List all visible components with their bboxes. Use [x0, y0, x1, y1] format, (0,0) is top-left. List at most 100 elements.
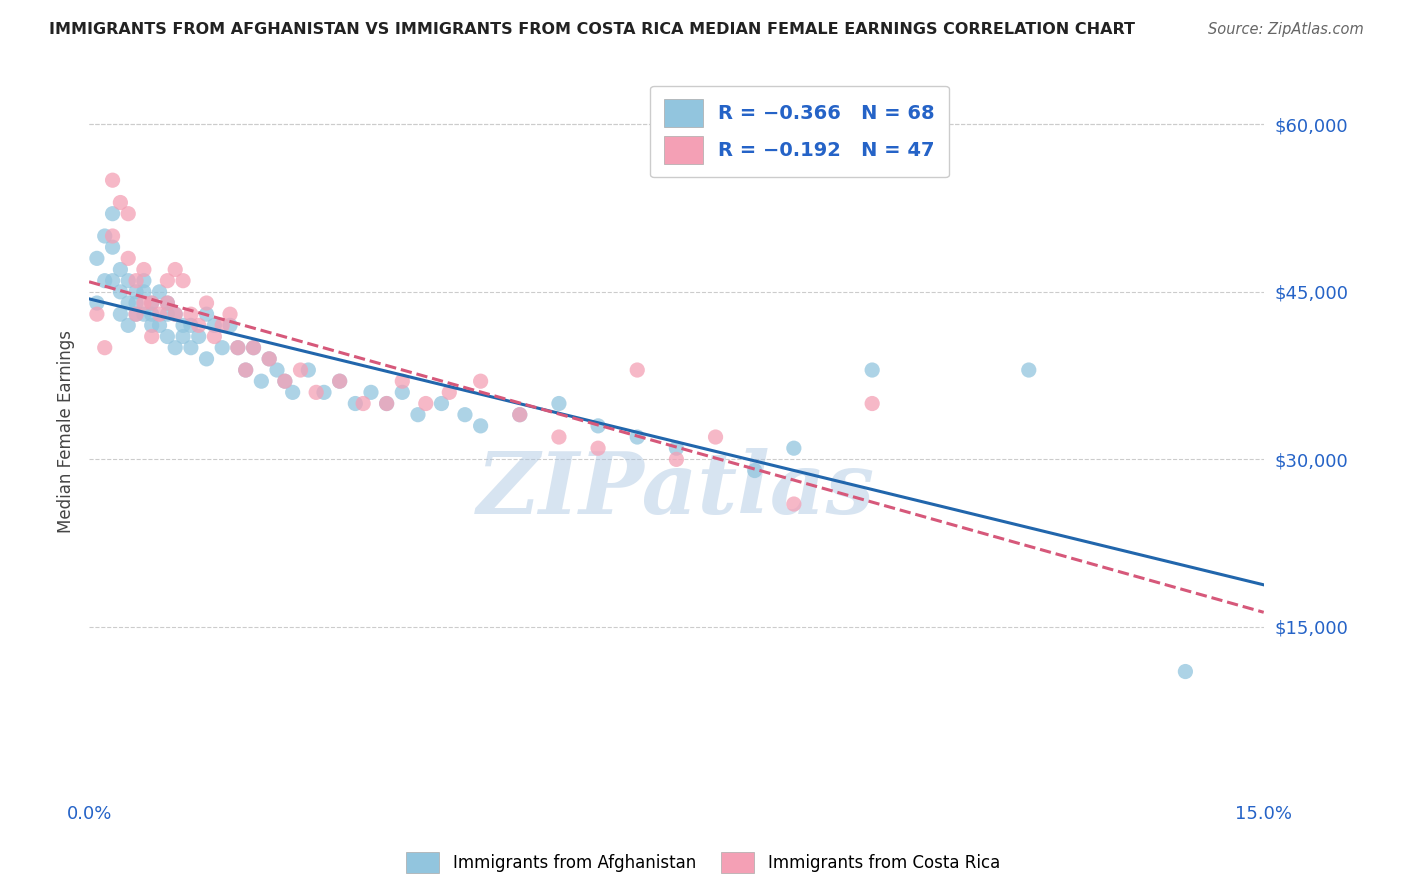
- Point: [439, 385, 461, 400]
- Point: [180, 307, 202, 321]
- Point: [548, 430, 571, 444]
- Point: [117, 252, 139, 266]
- Point: [101, 240, 124, 254]
- Point: [860, 396, 883, 410]
- Point: [165, 341, 187, 355]
- Point: [187, 329, 209, 343]
- Point: [226, 341, 249, 355]
- Point: [132, 296, 155, 310]
- Point: [290, 363, 312, 377]
- Point: [274, 374, 297, 388]
- Point: [665, 441, 688, 455]
- Point: [375, 396, 398, 410]
- Point: [165, 307, 187, 321]
- Point: [242, 341, 264, 355]
- Point: [101, 173, 124, 187]
- Point: [141, 296, 163, 310]
- Point: [86, 307, 108, 321]
- Point: [274, 374, 297, 388]
- Point: [211, 341, 233, 355]
- Point: [352, 396, 374, 410]
- Point: [266, 363, 288, 377]
- Point: [110, 262, 132, 277]
- Point: [117, 207, 139, 221]
- Point: [101, 229, 124, 244]
- Point: [180, 318, 202, 333]
- Point: [93, 229, 115, 244]
- Point: [117, 274, 139, 288]
- Point: [132, 274, 155, 288]
- Point: [783, 497, 806, 511]
- Point: [430, 396, 453, 410]
- Text: ZIPatlas: ZIPatlas: [477, 448, 876, 532]
- Point: [391, 385, 413, 400]
- Point: [110, 195, 132, 210]
- Point: [257, 351, 280, 366]
- Point: [548, 396, 571, 410]
- Point: [509, 408, 531, 422]
- Point: [665, 452, 688, 467]
- Point: [235, 363, 257, 377]
- Point: [195, 296, 218, 310]
- Point: [626, 430, 648, 444]
- Point: [257, 351, 280, 366]
- Point: [312, 385, 335, 400]
- Point: [195, 351, 218, 366]
- Point: [148, 318, 170, 333]
- Point: [93, 341, 115, 355]
- Point: [470, 374, 492, 388]
- Point: [329, 374, 352, 388]
- Point: [101, 274, 124, 288]
- Point: [172, 274, 194, 288]
- Point: [509, 408, 531, 422]
- Point: [125, 285, 148, 299]
- Point: [187, 318, 209, 333]
- Point: [93, 274, 115, 288]
- Point: [242, 341, 264, 355]
- Point: [86, 252, 108, 266]
- Point: [211, 318, 233, 333]
- Point: [125, 307, 148, 321]
- Point: [406, 408, 429, 422]
- Point: [180, 341, 202, 355]
- Point: [235, 363, 257, 377]
- Point: [141, 296, 163, 310]
- Point: [219, 307, 242, 321]
- Point: [125, 274, 148, 288]
- Point: [626, 363, 648, 377]
- Point: [172, 329, 194, 343]
- Point: [132, 262, 155, 277]
- Point: [132, 307, 155, 321]
- Point: [470, 418, 492, 433]
- Point: [165, 262, 187, 277]
- Point: [110, 307, 132, 321]
- Text: IMMIGRANTS FROM AFGHANISTAN VS IMMIGRANTS FROM COSTA RICA MEDIAN FEMALE EARNINGS: IMMIGRANTS FROM AFGHANISTAN VS IMMIGRANT…: [49, 22, 1135, 37]
- Point: [297, 363, 319, 377]
- Point: [125, 307, 148, 321]
- Point: [86, 296, 108, 310]
- Point: [586, 418, 609, 433]
- Point: [101, 207, 124, 221]
- Point: [586, 441, 609, 455]
- Point: [305, 385, 328, 400]
- Point: [391, 374, 413, 388]
- Y-axis label: Median Female Earnings: Median Female Earnings: [58, 330, 75, 533]
- Point: [195, 307, 218, 321]
- Text: Source: ZipAtlas.com: Source: ZipAtlas.com: [1208, 22, 1364, 37]
- Point: [202, 329, 225, 343]
- Point: [219, 318, 242, 333]
- Point: [141, 318, 163, 333]
- Legend: R = −0.366   N = 68, R = −0.192   N = 47: R = −0.366 N = 68, R = −0.192 N = 47: [651, 86, 949, 178]
- Point: [148, 307, 170, 321]
- Point: [172, 318, 194, 333]
- Point: [415, 396, 437, 410]
- Point: [1018, 363, 1040, 377]
- Point: [148, 285, 170, 299]
- Legend: Immigrants from Afghanistan, Immigrants from Costa Rica: Immigrants from Afghanistan, Immigrants …: [399, 846, 1007, 880]
- Point: [156, 307, 179, 321]
- Point: [360, 385, 382, 400]
- Point: [117, 296, 139, 310]
- Point: [125, 296, 148, 310]
- Point: [156, 296, 179, 310]
- Point: [141, 307, 163, 321]
